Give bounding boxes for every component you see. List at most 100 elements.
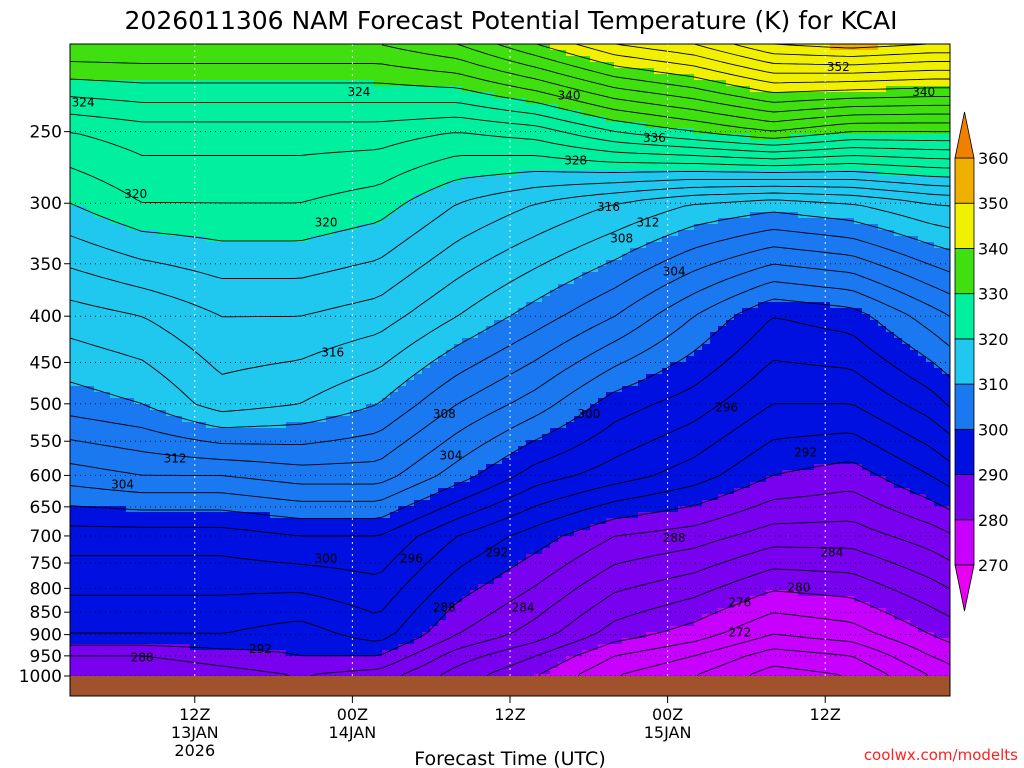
field-cell [350, 116, 359, 123]
field-cell [462, 248, 471, 255]
field-cell [366, 152, 375, 159]
field-cell [438, 152, 447, 159]
field-cell [470, 212, 479, 219]
field-cell [798, 146, 807, 153]
field-cell [606, 158, 615, 165]
field-cell [214, 218, 223, 225]
field-cell [350, 302, 359, 309]
field-cell [726, 134, 735, 141]
field-cell [710, 140, 719, 147]
field-cell [190, 266, 199, 273]
field-cell [566, 104, 575, 111]
field-cell [150, 290, 159, 297]
field-cell [862, 224, 871, 231]
field-cell [582, 266, 591, 273]
field-cell [902, 308, 911, 315]
field-cell [910, 278, 919, 285]
field-cell [462, 170, 471, 177]
field-cell [686, 188, 695, 195]
field-cell [166, 242, 175, 249]
field-cell [438, 206, 447, 213]
field-cell [254, 296, 263, 303]
field-cell [134, 50, 143, 57]
field-cell [566, 146, 575, 153]
field-cell [110, 110, 119, 117]
field-cell [814, 254, 823, 261]
field-cell [214, 86, 223, 93]
field-cell [246, 170, 255, 177]
field-cell [390, 290, 399, 297]
field-cell [166, 50, 175, 57]
field-cell [446, 218, 455, 225]
field-cell [494, 158, 503, 165]
field-cell [926, 122, 935, 129]
field-cell [726, 302, 735, 309]
field-cell [358, 236, 367, 243]
field-cell [510, 272, 519, 279]
field-cell [758, 188, 767, 195]
field-cell [774, 50, 783, 57]
field-cell [214, 194, 223, 201]
field-cell [206, 50, 215, 57]
field-cell [542, 230, 551, 237]
field-cell [174, 104, 183, 111]
field-cell [606, 62, 615, 69]
field-cell [670, 212, 679, 219]
field-cell [518, 56, 527, 63]
field-cell [150, 272, 159, 279]
field-cell [406, 110, 415, 117]
field-cell [270, 266, 279, 273]
field-cell [374, 92, 383, 99]
field-cell [550, 68, 559, 75]
field-cell [486, 86, 495, 93]
field-cell [166, 248, 175, 255]
field-cell [822, 164, 831, 171]
field-cell [766, 92, 775, 99]
field-cell [854, 44, 863, 51]
field-cell [622, 260, 631, 267]
field-cell [414, 224, 423, 231]
field-cell [70, 74, 79, 81]
field-cell [110, 194, 119, 201]
field-cell [126, 158, 135, 165]
field-cell [310, 242, 319, 249]
field-cell [278, 176, 287, 183]
field-cell [406, 86, 415, 93]
field-cell [830, 230, 839, 237]
field-cell [318, 260, 327, 267]
field-cell [886, 236, 895, 243]
field-cell [630, 44, 639, 51]
field-cell [646, 224, 655, 231]
field-cell [230, 230, 239, 237]
field-cell [726, 308, 735, 315]
field-cell [262, 248, 271, 255]
field-cell [94, 80, 103, 87]
field-cell [78, 278, 87, 285]
field-cell [150, 146, 159, 153]
field-cell [334, 230, 343, 237]
field-cell [902, 98, 911, 105]
field-cell [134, 176, 143, 183]
field-cell [494, 230, 503, 237]
field-cell [382, 218, 391, 225]
field-cell [894, 206, 903, 213]
field-cell [310, 164, 319, 171]
field-cell [710, 182, 719, 189]
field-cell [870, 152, 879, 159]
field-cell [326, 314, 335, 321]
field-cell [630, 170, 639, 177]
field-cell [606, 134, 615, 141]
field-cell [518, 218, 527, 225]
field-cell [630, 308, 639, 315]
field-cell [126, 164, 135, 171]
field-cell [174, 254, 183, 261]
field-cell [614, 194, 623, 201]
field-cell [710, 116, 719, 123]
field-cell [518, 146, 527, 153]
field-cell [862, 110, 871, 117]
field-cell [702, 308, 711, 315]
field-cell [366, 236, 375, 243]
field-cell [550, 254, 559, 261]
field-cell [374, 314, 383, 321]
field-cell [102, 188, 111, 195]
